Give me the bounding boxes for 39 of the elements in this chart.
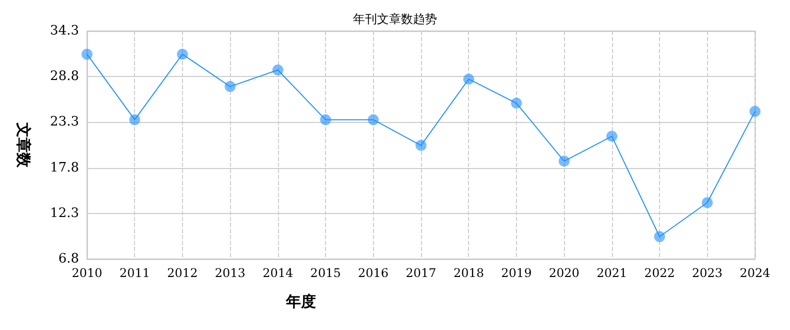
y-tick-label: 12.3 — [50, 206, 79, 221]
point — [654, 231, 666, 242]
point — [224, 81, 236, 92]
y-tick-label: 17.8 — [50, 160, 79, 176]
y-tick-label: 28.8 — [50, 69, 79, 84]
x-tick-label: 2012 — [167, 266, 198, 280]
x-tick-label: 2013 — [214, 266, 246, 280]
y-tick-label: 6.8 — [58, 252, 79, 266]
x-tick-label: 2023 — [692, 266, 723, 280]
point — [510, 98, 522, 109]
point — [702, 197, 713, 208]
point — [463, 74, 474, 85]
chart-title: 年刊文章数趋势 — [353, 12, 437, 26]
point — [558, 156, 570, 167]
x-axis-title: 年度 — [285, 292, 316, 310]
point — [272, 64, 284, 76]
point — [129, 114, 140, 126]
x-tick-label: 2011 — [119, 266, 150, 280]
point — [416, 140, 426, 151]
point — [82, 48, 92, 60]
point — [750, 106, 760, 117]
point — [176, 48, 188, 60]
point — [368, 114, 379, 126]
x-tick-label: 2019 — [501, 266, 532, 280]
x-tick-label: 2016 — [358, 266, 389, 280]
x-tick-label: 2018 — [453, 266, 484, 280]
y-tick-label: 34.3 — [50, 24, 79, 38]
point — [320, 114, 332, 126]
x-tick-label: 2024 — [740, 266, 771, 280]
x-tick-label: 2022 — [644, 266, 675, 280]
y-axis-title: 文章数 — [14, 122, 32, 168]
y-tick-label: 23.3 — [50, 114, 79, 130]
x-tick-label: 2020 — [548, 266, 580, 280]
x-tick-label: 2010 — [72, 266, 102, 280]
x-tick-label: 2014 — [262, 266, 294, 280]
x-tick-label: 2021 — [596, 266, 628, 280]
point — [606, 130, 618, 142]
x-tick-label: 2017 — [406, 266, 436, 280]
x-tick-label: 2015 — [310, 266, 341, 280]
